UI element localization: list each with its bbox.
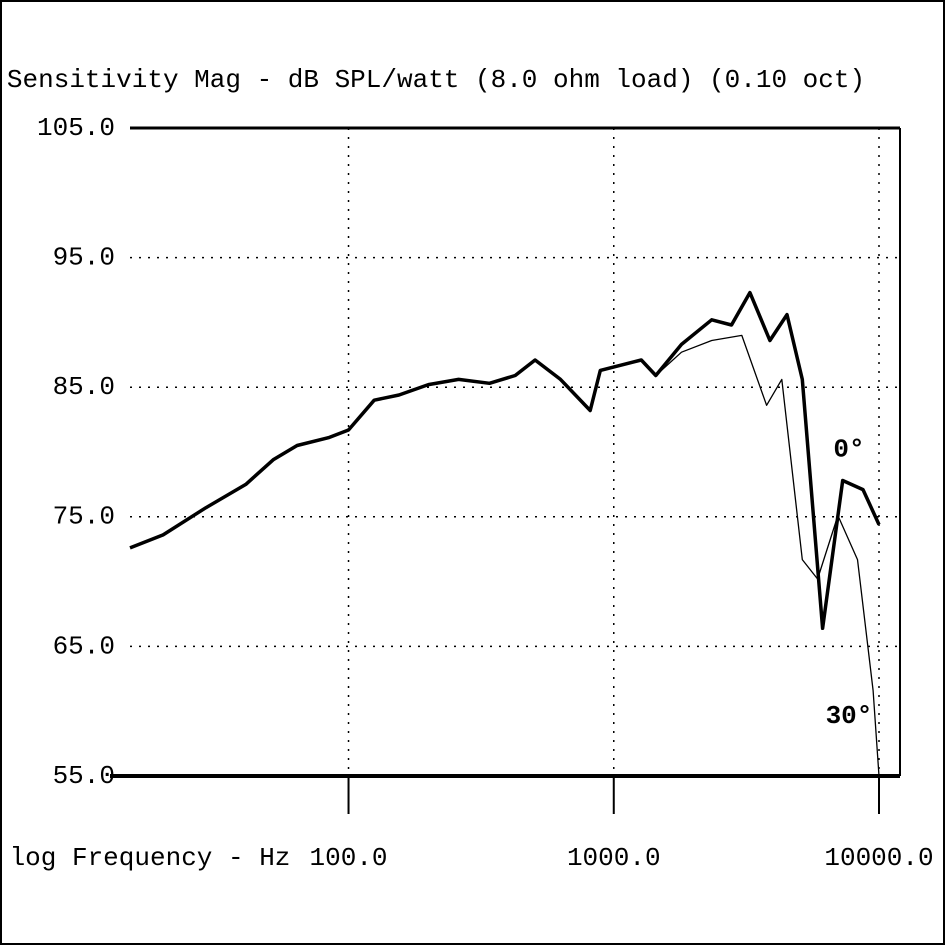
y-tick-label: 85.0 — [53, 372, 115, 402]
x-tick-label: 1000.0 — [567, 843, 661, 873]
x-tick-label: 100.0 — [310, 843, 388, 873]
y-tick-label: 75.0 — [53, 502, 115, 532]
y-tick-label: 95.0 — [53, 242, 115, 272]
series-line — [129, 290, 881, 631]
x-axis-label: log Frequency - Hz — [10, 843, 291, 873]
x-tick-label: 10000.0 — [824, 843, 933, 873]
y-tick-label: 105.0 — [37, 113, 115, 143]
series-label: 30° — [826, 701, 873, 731]
chart-title: Sensitivity Mag - dB SPL/watt (8.0 ohm l… — [7, 65, 865, 95]
series-line — [640, 334, 880, 777]
y-tick-label: 55.0 — [53, 761, 115, 791]
y-tick-label: 65.0 — [53, 631, 115, 661]
series-label: 0° — [833, 434, 864, 464]
